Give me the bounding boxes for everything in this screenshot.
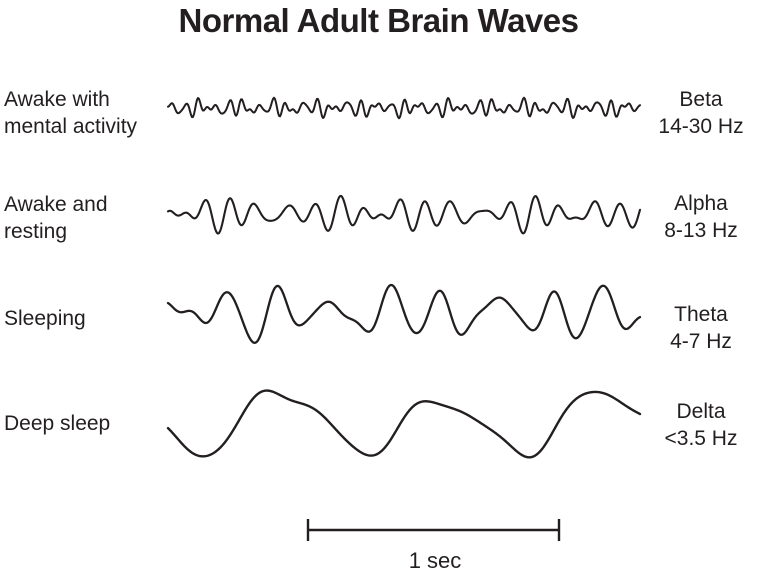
band-frequency: <3.5 Hz	[664, 427, 738, 450]
theta-wave-trace	[166, 283, 642, 344]
band-frequency: 8-13 Hz	[664, 219, 738, 242]
band-label-alpha: Alpha 8-13 Hz	[645, 190, 757, 244]
state-label-line: Sleeping	[4, 307, 86, 330]
state-label-line: resting	[4, 220, 68, 243]
band-frequency: 4-7 Hz	[670, 330, 732, 353]
band-name: Delta	[676, 400, 726, 423]
band-frequency: 14-30 Hz	[658, 115, 744, 138]
delta-wave-trace	[166, 389, 642, 459]
band-name: Alpha	[674, 192, 728, 215]
band-name: Beta	[679, 88, 723, 111]
band-label-delta: Delta <3.5 Hz	[645, 398, 757, 452]
time-scale-bar	[306, 519, 561, 541]
state-label-line: Deep sleep	[4, 412, 111, 435]
state-label-theta: Sleeping	[4, 305, 164, 332]
state-label-line: Awake and	[4, 193, 108, 216]
figure-title: Normal Adult Brain Waves	[178, 2, 579, 39]
state-label-beta: Awake with mental activity	[4, 86, 164, 140]
band-label-theta: Theta 4-7 Hz	[645, 301, 757, 355]
beta-wave-trace	[167, 96, 641, 120]
band-label-beta: Beta 14-30 Hz	[645, 86, 757, 140]
band-name: Theta	[674, 303, 728, 326]
state-label-line: Awake with	[4, 88, 110, 111]
alpha-wave-trace	[166, 194, 642, 235]
state-label-line: mental activity	[4, 115, 138, 138]
state-label-delta: Deep sleep	[4, 410, 164, 437]
scale-bar-label: 1 sec	[408, 548, 462, 572]
state-label-alpha: Awake and resting	[4, 191, 164, 245]
